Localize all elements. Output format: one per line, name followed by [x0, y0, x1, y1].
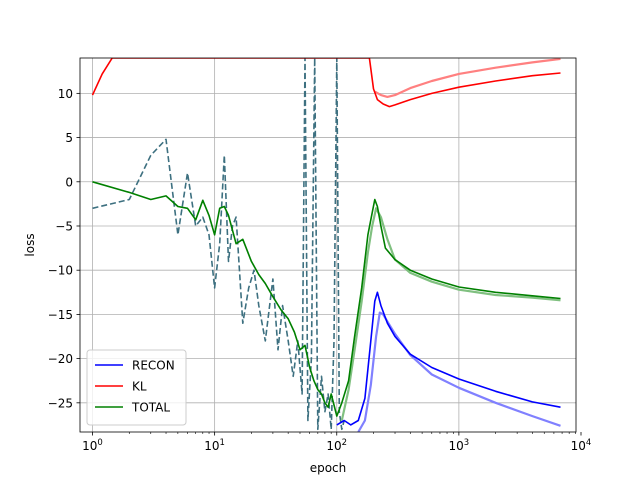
x-axis-label: epoch: [310, 461, 347, 475]
series-line-3: [374, 58, 561, 98]
legend-label-0: RECON: [132, 359, 175, 373]
y-axis-label: loss: [23, 233, 37, 256]
y-tick-label-1: 5: [65, 131, 73, 145]
x-tick-label-2: 102: [326, 438, 347, 453]
y-tick-label-5: −15: [48, 308, 73, 322]
series-line-5: [340, 207, 561, 421]
legend-label-2: TOTAL: [131, 401, 170, 415]
legend: RECON KL TOTAL: [86, 349, 187, 426]
plot-frame: [79, 57, 577, 433]
y-tick-label-6: −20: [48, 352, 73, 366]
x-tick-label-4: 104: [571, 438, 592, 453]
series-line-1: [357, 311, 561, 432]
series-line-4: [92, 181, 561, 417]
series-line-6: [92, 58, 345, 431]
series-line-2: [91, 58, 561, 108]
y-tick-label-7: −25: [48, 396, 73, 410]
y-tick-label-2: 0: [65, 175, 73, 189]
legend-label-1: KL: [132, 380, 147, 394]
series-layer: [91, 58, 561, 432]
x-tick-label-1: 101: [204, 438, 225, 453]
x-tick-label-3: 103: [449, 438, 470, 453]
series-line-0: [336, 291, 561, 426]
y-tick-label-4: −10: [48, 264, 73, 278]
y-tick-label-3: −5: [55, 219, 73, 233]
x-tick-label-0: 100: [82, 438, 103, 453]
y-tick-label-0: 10: [58, 87, 73, 101]
